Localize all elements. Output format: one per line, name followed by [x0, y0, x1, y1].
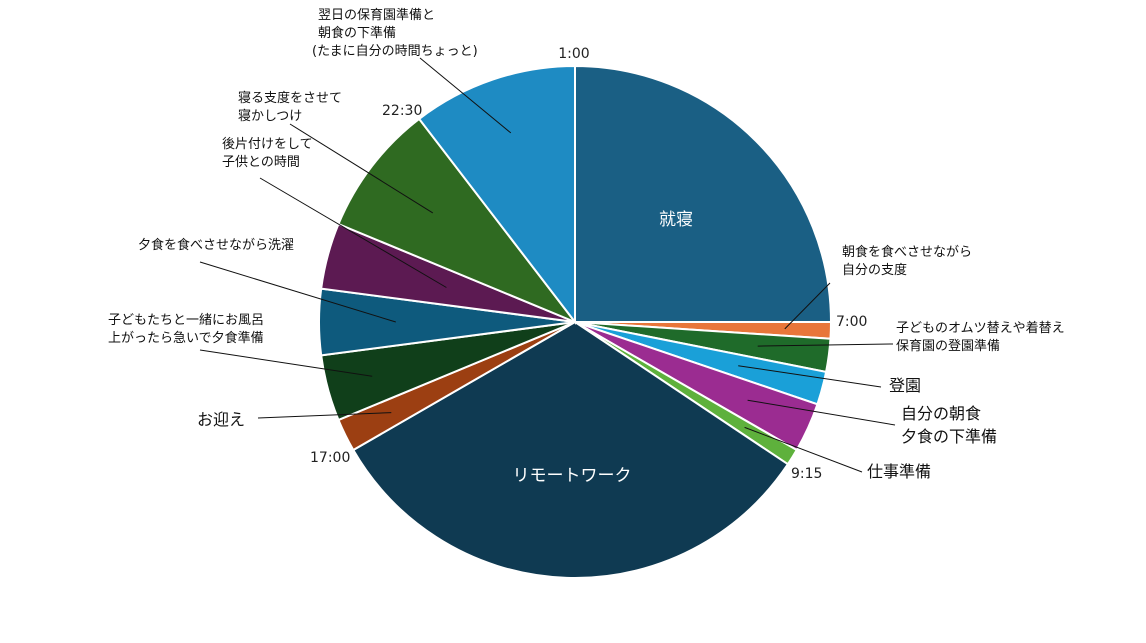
pie-slices	[318, 64, 833, 579]
slice-label-nekashi-2: 寝かしつけ	[238, 108, 302, 124]
slice-label-yokujitsu-3: (たまに自分の時間ちょっと)	[312, 44, 478, 59]
pie-slice-remote	[351, 320, 790, 579]
time-marker-1700: 17:00	[310, 450, 350, 466]
leader-line-nekashi	[289, 123, 434, 214]
slice-label-jibun-2: 夕食の下準備	[901, 427, 997, 446]
time-marker-0100: 1:00	[558, 46, 589, 62]
slice-label-choushoku-2: 自分の支度	[842, 262, 907, 278]
leader-line-sentaku	[199, 261, 396, 323]
slice-label-remote: リモートワーク	[513, 466, 632, 486]
slice-label-atokata-2: 子供との時間	[222, 155, 300, 170]
leader-line-omukae	[257, 412, 392, 419]
leader-line-choushoku	[784, 282, 831, 330]
leader-line-shigoto	[744, 426, 863, 473]
time-marker-2230: 22:30	[382, 103, 422, 119]
slice-label-jibun-1: 自分の朝食	[901, 404, 981, 423]
slice-label-omutsu-2: 保育園の登園準備	[896, 338, 1000, 354]
slice-label-nekashi-1: 寝る支度をさせて	[238, 90, 342, 106]
slice-label-atokata-1: 後片付けをして	[222, 137, 313, 152]
pie-slice-nekashi	[337, 117, 579, 325]
slice-label-choushoku-1: 朝食を食べさせながら	[842, 244, 972, 260]
leader-line-ofuro	[199, 349, 373, 377]
slice-label-yokujitsu-2: 朝食の下準備	[318, 25, 396, 41]
time-marker-0700: 7:00	[836, 314, 867, 330]
slice-label-yokujitsu-1: 翌日の保育園準備と	[318, 7, 435, 23]
slice-label-omukae: お迎え	[197, 410, 245, 429]
slice-label-omutsu-1: 子どものオムツ替えや着替え	[896, 320, 1065, 336]
slice-label-ofuro-1: 子どもたちと一緒にお風呂	[108, 313, 264, 328]
leader-line-touen	[738, 365, 882, 388]
slice-label-sentaku: 夕食を食べさせながら洗濯	[138, 237, 294, 253]
leader-line-jibun	[747, 399, 896, 426]
leader-line-yokujitsu	[419, 57, 512, 134]
slice-label-ofuro-2: 上がったら急いで夕食準備	[108, 330, 264, 346]
slice-label-touen: 登園	[889, 376, 921, 395]
slice-label-shuushin: 就寝	[659, 209, 693, 230]
leader-line-omutsu	[757, 343, 894, 347]
time-marker-0915: 9:15	[791, 466, 822, 482]
pie-slice-shuushin	[574, 64, 833, 323]
slice-label-shigoto: 仕事準備	[867, 462, 931, 481]
pie-slice-yokujitsu	[417, 64, 576, 325]
leader-line-atokata	[259, 177, 447, 288]
leader-lines	[199, 57, 896, 473]
